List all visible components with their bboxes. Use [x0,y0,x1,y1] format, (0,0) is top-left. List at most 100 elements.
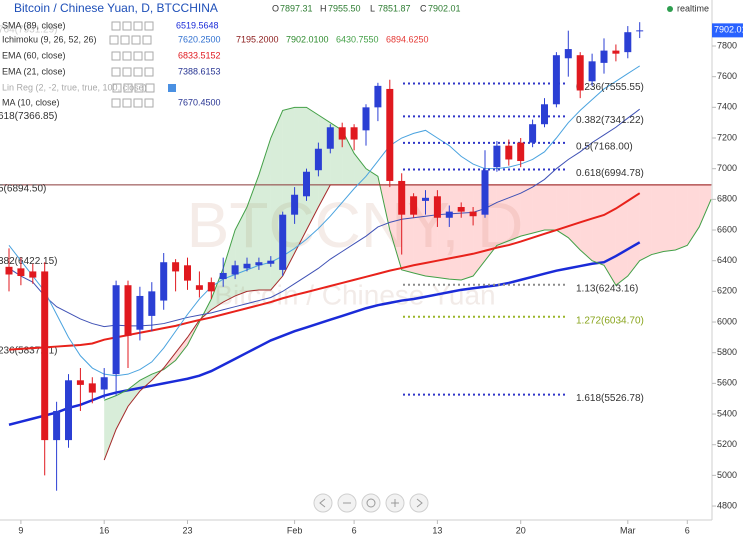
candle-body [76,380,84,385]
indicator-line [103,184,712,461]
y-tick-label: 6800 [717,194,737,204]
y-tick-label: 5200 [717,439,737,449]
legend-button[interactable] [111,51,121,61]
cloud-segment [461,184,474,281]
cloud-segment [116,389,128,430]
cloud-segment [175,337,188,361]
legend-button[interactable] [112,83,122,93]
legend-button[interactable] [144,98,154,108]
y-tick-label: 6200 [717,286,737,296]
legend-name: EMA (60, close) [2,50,66,60]
plot-area: 764(7931.29)618(7366.85)5(6894.50)382(64… [0,22,712,491]
legend-name: EMA (21, close) [2,66,66,76]
legend-button[interactable] [145,83,155,93]
legend-button[interactable] [133,51,143,61]
chart-title: Bitcoin / Chinese Yuan, D, BTCCHINA [14,1,218,15]
status-dot [667,6,673,12]
legend-button[interactable] [120,35,130,45]
legend-button[interactable] [122,67,132,77]
cloud-segment [496,184,509,246]
cloud-segment [615,184,628,286]
x-tick-label: 6 [685,525,690,535]
legend-button[interactable] [122,98,132,108]
legend-button[interactable] [144,21,154,31]
reset[interactable] [361,493,381,513]
legend-button[interactable] [122,21,132,31]
fib-level-label: 1.13(6243.16) [576,283,638,294]
icon [391,499,399,507]
cloud-segment [508,184,521,241]
cloud-segment [568,184,581,250]
legend-button[interactable] [111,67,121,77]
fib-level-label: 5(6894.50) [0,184,46,195]
candle-body [29,271,37,278]
candle-body [291,194,299,215]
x-tick-label: 16 [99,525,109,535]
fib-level-label: 0.618(6994.78) [576,168,644,179]
candle-body [314,148,322,171]
cloud-segment [556,184,569,238]
legend-row-bg [0,96,236,110]
y-tick-label: 6600 [717,224,737,234]
ohlc-value: 7955.50 [328,3,361,13]
candle-body [433,196,441,218]
y-tick-label: 5600 [717,378,737,388]
indicator-line [104,106,712,401]
ohlc-value: 7851.87 [378,3,411,13]
fib-level-label: 382(6422.15) [0,256,58,267]
candle-body [207,282,215,292]
legend-name: MA (10, close) [2,97,60,107]
legend-value: 6833.5152 [178,50,221,60]
legend-button[interactable] [109,35,119,45]
ohlc-label: L [370,3,375,13]
y-tick-label: 5400 [717,408,737,418]
cloud-segment [306,107,319,231]
legend: Bitcoin / Chinese Yuan, D, BTCCHINA O 7897… [0,1,461,110]
legend-button[interactable] [122,51,132,61]
cloud-segment [651,184,664,255]
scroll-left[interactable] [313,493,333,513]
y-tick-label: 6400 [717,255,737,265]
legend-button[interactable] [111,98,121,108]
legend-button[interactable] [144,51,154,61]
candle-body [148,291,156,316]
fib-level-label: 0.5(7168.00) [576,142,633,153]
legend-value: 6430.7550 [336,34,379,44]
legend-name: SMA (89, close) [2,20,66,30]
legend-button[interactable] [131,35,141,45]
cloud-segment [104,395,117,461]
ohlc-value: 7902.01 [428,3,461,13]
cloud-segment [544,184,557,231]
candle-body [541,104,548,125]
cloud-segment [699,184,712,227]
candle-body [422,197,429,201]
x-tick-label: 9 [18,525,23,535]
candle-body [100,377,108,390]
candle-body [303,171,310,197]
ohlc-label: C [420,3,427,13]
legend-button[interactable] [133,21,143,31]
y-tick-label: 7800 [717,40,737,50]
candle-body [529,124,537,143]
candle-body [195,285,203,290]
candle-body [564,49,572,59]
candle-body [136,295,144,330]
legend-button[interactable] [133,67,143,77]
legend-button[interactable] [144,67,154,77]
legend-value: 6519.5648 [176,20,219,30]
legend-value: 7902.0100 [286,34,329,44]
legend-button[interactable] [142,35,152,45]
legend-button[interactable] [111,21,121,31]
legend-button[interactable] [123,83,133,93]
candle-body [112,285,120,375]
watermark: BTCCNY, D Bitcoin / Chinese Yuan [187,189,524,310]
legend-button[interactable] [133,98,143,108]
x-tick-label: 6 [352,525,357,535]
indicator-line [8,65,640,377]
cloud-segment [342,130,355,185]
x-tick-label: Mar [620,525,636,535]
scroll-right[interactable] [409,493,429,513]
candle-body [279,214,287,270]
legend-button[interactable] [168,84,176,92]
legend-button[interactable] [134,83,144,93]
